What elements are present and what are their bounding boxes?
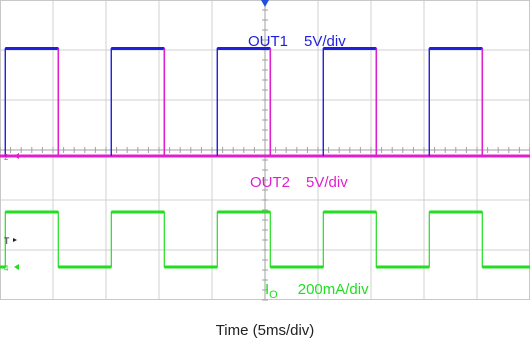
channel-marker-arrow xyxy=(14,153,19,159)
series-label-io: IO 200mA/div xyxy=(265,281,369,301)
channel-marker-io: 4 xyxy=(4,264,9,273)
series-name-part: OUT1 xyxy=(248,33,288,50)
series-name-part: I xyxy=(265,281,269,298)
series-scale: 5V/div xyxy=(304,33,346,50)
trigger-position-marker xyxy=(261,0,269,7)
trigger-level-arrow xyxy=(13,238,17,242)
series-label-out1: OUT1 5V/div xyxy=(248,33,346,50)
series-name-part: O xyxy=(269,289,278,301)
series-label-out2: OUT2 5V/div xyxy=(250,174,348,191)
plot-grid xyxy=(0,0,530,301)
channel-marker-arrow xyxy=(14,264,19,270)
channel-labels: OUT1 5V/div OUT2 5V/div IO 200mA/div xyxy=(248,33,369,301)
channel-marker-out2: 2 xyxy=(4,153,9,162)
channel-markers: 2 4 T xyxy=(4,153,19,273)
trigger-level-marker: T xyxy=(4,236,10,246)
x-axis-label: Time (5ms/div) xyxy=(215,322,315,339)
plot-traces xyxy=(0,47,530,269)
series-name-part: OUT2 xyxy=(250,174,290,191)
series-scale: 5V/div xyxy=(306,174,348,191)
series-scale: 200mA/div xyxy=(298,281,369,298)
